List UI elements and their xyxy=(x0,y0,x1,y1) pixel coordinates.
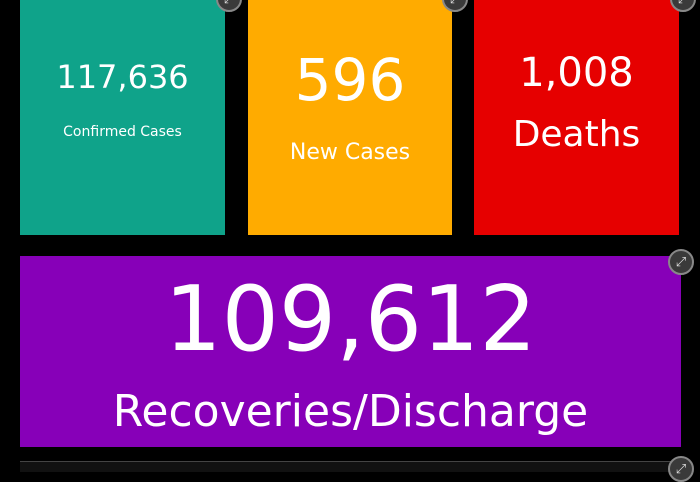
new-cases-value: 596 xyxy=(294,46,406,114)
new-cases-label: New Cases xyxy=(289,140,411,165)
confirmed-cases-tile: 117,636 Confirmed Cases xyxy=(20,0,225,235)
recoveries-label: Recoveries/Discharge xyxy=(112,386,589,437)
expand-icon[interactable]: ⤢ xyxy=(668,456,694,482)
deaths-value: 1,008 xyxy=(519,50,634,96)
new-cases-tile: 596 New Cases xyxy=(248,0,452,235)
expand-icon[interactable]: ⤢ xyxy=(668,249,694,275)
recoveries-value: 109,612 xyxy=(164,267,537,372)
recoveries-tile: 109,612 Recoveries/Discharge xyxy=(20,256,681,447)
deaths-label: Deaths xyxy=(512,114,641,155)
deaths-tile: 1,008 Deaths xyxy=(474,0,679,235)
confirmed-cases-value: 117,636 xyxy=(56,58,189,96)
confirmed-cases-label: Confirmed Cases xyxy=(63,124,182,140)
